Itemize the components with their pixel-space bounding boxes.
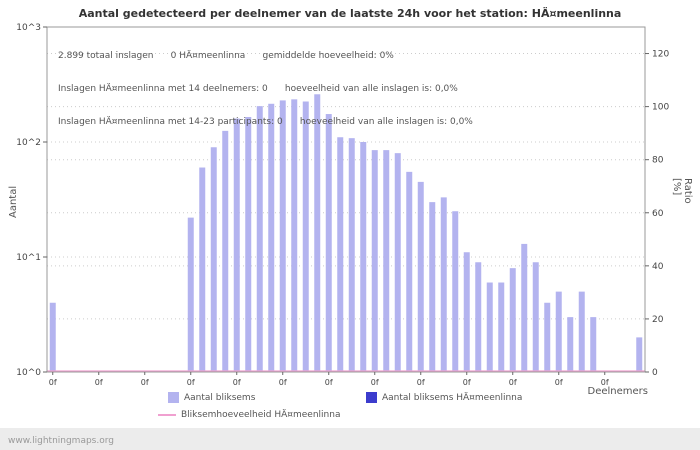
- x-tick-label: 0f: [417, 378, 425, 387]
- bar: [210, 147, 217, 372]
- y-tick-label: 10^2: [16, 138, 41, 148]
- bar: [532, 262, 539, 372]
- annotation-line-1: 2.899 totaal inslagen 0 HÄ¤meenlinna gem…: [58, 51, 394, 61]
- y2-tick-label: 100: [652, 103, 669, 113]
- bar: [429, 202, 436, 372]
- bar: [279, 100, 286, 373]
- legend-label: Aantal bliksems HÄ¤meenlinna: [382, 392, 523, 403]
- y2-tick-label: 40: [652, 262, 664, 272]
- bar: [268, 103, 275, 373]
- bar: [636, 337, 643, 372]
- bar: [291, 99, 298, 372]
- bar: [590, 317, 597, 372]
- y-axis-label-left: Aantal: [8, 185, 19, 218]
- legend-swatch-aantal-bliksems: [168, 392, 179, 403]
- bar: [314, 94, 321, 372]
- bar: [233, 118, 240, 372]
- x-tick-label: 0f: [371, 378, 379, 387]
- bar: [371, 150, 378, 372]
- x-axis-label: Deelnemers: [587, 386, 649, 397]
- bar: [463, 252, 470, 372]
- y2-tick-label: 60: [652, 209, 664, 219]
- x-tick-label: 0f: [95, 378, 103, 387]
- x-tick-label: 0f: [49, 378, 57, 387]
- bar: [49, 302, 56, 372]
- bar: [406, 171, 413, 372]
- y2-tick-label: 80: [652, 156, 664, 166]
- bar: [394, 153, 401, 372]
- x-tick-label: 0f: [555, 378, 563, 387]
- bar: [509, 268, 516, 372]
- y-tick-label: 10^3: [16, 23, 41, 33]
- bar: [337, 137, 344, 372]
- y-tick-label: 10^0: [16, 368, 41, 378]
- legend-swatch-aantal-bliksems-station: [366, 392, 377, 403]
- bar: [417, 181, 424, 372]
- x-tick-label: 0f: [187, 378, 195, 387]
- annotation-line-3: Inslagen HÄ¤meenlinna met 14-23 particip…: [58, 117, 473, 127]
- bar: [555, 291, 562, 372]
- plot-border: [46, 26, 646, 373]
- legend-item-aantal-bliksems-station: Aantal bliksems HÄ¤meenlinna: [366, 392, 522, 403]
- bar: [256, 106, 263, 373]
- bar: [348, 138, 355, 372]
- bar: [302, 101, 309, 372]
- bar: [440, 197, 447, 372]
- y2-tick-label: 120: [652, 50, 669, 60]
- footer-bar: www.lightningmaps.org: [0, 428, 700, 450]
- y-tick-label: 10^1: [16, 253, 41, 263]
- y2-tick-label: 0: [652, 368, 658, 378]
- bar: [475, 262, 482, 372]
- legend-label: Bliksemhoeveelheid HÄ¤meenlinna: [181, 410, 341, 420]
- plot-svg: 10^0 10^1 10^2 10^3 0 20 40 60 80 100 120 0f 0f 0f 0f 0…: [16, 23, 669, 387]
- bar: [498, 282, 505, 372]
- footer-link[interactable]: www.lightningmaps.org: [8, 436, 114, 446]
- annotation-line-2: Inslagen HÄ¤meenlinna met 14 deelnemers:…: [58, 84, 458, 94]
- legend-item-aantal-bliksems: Aantal bliksems: [168, 392, 255, 403]
- chart-annotations: 2.899 totaal inslagen 0 HÄ¤meenlinna gem…: [58, 29, 473, 150]
- bar: [199, 167, 206, 372]
- bar: [452, 211, 459, 372]
- x-tick-label: 0f: [141, 378, 149, 387]
- bar: [521, 243, 528, 372]
- y-axis-label-right: Ratio [%]: [671, 178, 693, 204]
- legend-swatch-bliksemhoeveelheid: [158, 414, 176, 416]
- bar: [187, 217, 194, 372]
- bar: [245, 116, 252, 373]
- bar: [383, 150, 390, 372]
- x-tick-label: 0f: [601, 378, 609, 387]
- page-title: Aantal gedetecteerd per deelnemer van de…: [78, 7, 622, 20]
- legend-label: Aantal bliksems: [184, 392, 256, 403]
- bar: [567, 317, 574, 372]
- x-tick-label: 0f: [279, 378, 287, 387]
- bar: [578, 291, 585, 372]
- bar: [360, 142, 367, 372]
- bar: [486, 282, 493, 372]
- x-tick-label: 0f: [233, 378, 241, 387]
- bar: [222, 130, 229, 372]
- bar: [544, 302, 551, 372]
- x-tick-label: 0f: [509, 378, 517, 387]
- x-tick-label: 0f: [463, 378, 471, 387]
- x-tick-label: 0f: [325, 378, 333, 387]
- legend-item-bliksemhoeveelheid: Bliksemhoeveelheid HÄ¤meenlinna: [158, 410, 340, 420]
- y2-tick-label: 20: [652, 315, 664, 325]
- bar: [325, 114, 332, 373]
